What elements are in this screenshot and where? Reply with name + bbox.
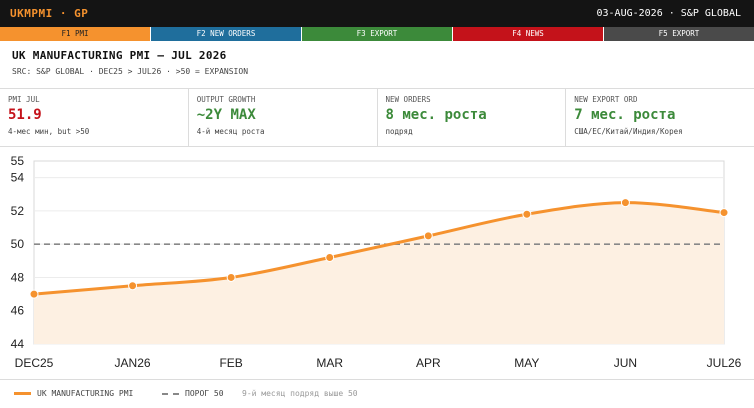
x-tick-label: MAY bbox=[514, 356, 539, 370]
legend-series-swatch bbox=[14, 392, 31, 395]
ticker-symbol[interactable]: UKMPMI · GP bbox=[10, 7, 89, 20]
metric-sub: 4-й месяц роста bbox=[196, 127, 265, 136]
date-source: 03-AUG-2026 · S&P GLOBAL bbox=[596, 8, 742, 19]
legend-threshold-label: ПОРОГ 50 bbox=[185, 389, 224, 398]
legend-series: UK MANUFACTURING PMI bbox=[14, 389, 133, 398]
data-point bbox=[325, 252, 335, 262]
chart-legend: UK MANUFACTURING PMI ПОРОГ 50 9-й месяц … bbox=[0, 379, 754, 408]
fkey-new-orders[interactable]: F2 NEW ORDERS bbox=[151, 27, 302, 41]
legend-note: 9-й месяц подряд выше 50 bbox=[242, 389, 358, 398]
data-point bbox=[226, 272, 236, 282]
metric-label: NEW EXPORT ORD bbox=[574, 95, 638, 104]
data-point bbox=[29, 289, 39, 299]
page-header: UK MANUFACTURING PMI — JUL 2026 SRC: S&P… bbox=[0, 41, 754, 89]
data-point bbox=[423, 231, 433, 241]
data-point bbox=[620, 198, 630, 208]
function-key-bar: F1 PMI F2 NEW ORDERS F3 EXPORT F4 NEWS F… bbox=[0, 27, 754, 41]
fkey-export[interactable]: F3 EXPORT bbox=[302, 27, 453, 41]
y-tick-label: 54 bbox=[11, 171, 25, 185]
metric-value: 7 мес. роста bbox=[574, 107, 676, 123]
metric-sub: подряд bbox=[385, 127, 413, 136]
source-line: SRC: S&P GLOBAL · DEC25 > JUL26 · >50 = … bbox=[12, 67, 249, 76]
fkey-news[interactable]: F4 NEWS bbox=[453, 27, 604, 41]
metric-value: ~2Y MAX bbox=[196, 107, 256, 123]
y-tick-label: 46 bbox=[11, 304, 25, 318]
data-point bbox=[719, 208, 729, 218]
metric-pmi: PMI JUL 51.9 4-мес мин, but >50 bbox=[0, 89, 189, 146]
pmi-chart-svg: 44 46 48 50 52 54 55 DEC25 JAN26 FEB MAR APR MAY JUN J… bbox=[11, 154, 742, 370]
metric-label: OUTPUT GROWTH bbox=[196, 95, 256, 104]
x-tick-label: JUL26 bbox=[707, 356, 742, 370]
metric-output-growth: OUTPUT GROWTH ~2Y MAX 4-й месяц роста bbox=[189, 89, 378, 146]
page-title: UK MANUFACTURING PMI — JUL 2026 bbox=[12, 49, 227, 62]
metric-value: 51.9 bbox=[8, 107, 42, 123]
legend-series-label: UK MANUFACTURING PMI bbox=[37, 389, 134, 398]
data-point bbox=[522, 209, 532, 219]
metrics-row: PMI JUL 51.9 4-мес мин, but >50 OUTPUT G… bbox=[0, 89, 754, 147]
y-tick-label: 50 bbox=[11, 237, 25, 251]
series-line bbox=[33, 201, 725, 296]
x-tick-label: FEB bbox=[219, 356, 242, 370]
x-tick-label: JUN bbox=[614, 356, 637, 370]
x-tick-label: JAN26 bbox=[115, 356, 151, 370]
y-tick-label: 48 bbox=[11, 270, 25, 284]
metric-value: 8 мес. роста bbox=[385, 107, 487, 123]
x-tick-label: APR bbox=[416, 356, 441, 370]
data-point bbox=[128, 281, 138, 291]
legend-threshold: ПОРОГ 50 bbox=[162, 389, 224, 398]
metric-new-export-orders: NEW EXPORT ORD 7 мес. роста США/ЕС/Китай… bbox=[566, 89, 754, 146]
metric-sub: США/ЕС/Китай/Индия/Корея bbox=[574, 127, 683, 136]
series-area bbox=[34, 202, 724, 344]
x-tick-label: DEC25 bbox=[15, 356, 54, 370]
legend-threshold-swatch bbox=[162, 392, 179, 395]
metric-label: PMI JUL bbox=[8, 95, 40, 104]
pmi-chart: 44 46 48 50 52 54 55 DEC25 JAN26 FEB MAR APR MAY JUN J… bbox=[0, 148, 754, 378]
y-tick-label: 44 bbox=[11, 337, 25, 351]
metric-new-orders: NEW ORDERS 8 мес. роста подряд bbox=[378, 89, 567, 146]
metric-label: NEW ORDERS bbox=[385, 95, 431, 104]
fkey-export-2[interactable]: F5 EXPORT bbox=[604, 27, 754, 41]
fkey-pmi[interactable]: F1 PMI bbox=[0, 27, 151, 41]
y-tick-label: 52 bbox=[11, 204, 25, 218]
y-tick-label-top: 55 bbox=[11, 154, 25, 168]
top-bar: UKMPMI · GP 03-AUG-2026 · S&P GLOBAL bbox=[0, 0, 754, 27]
x-tick-label: MAR bbox=[316, 356, 343, 370]
metric-sub: 4-мес мин, but >50 bbox=[8, 127, 90, 136]
